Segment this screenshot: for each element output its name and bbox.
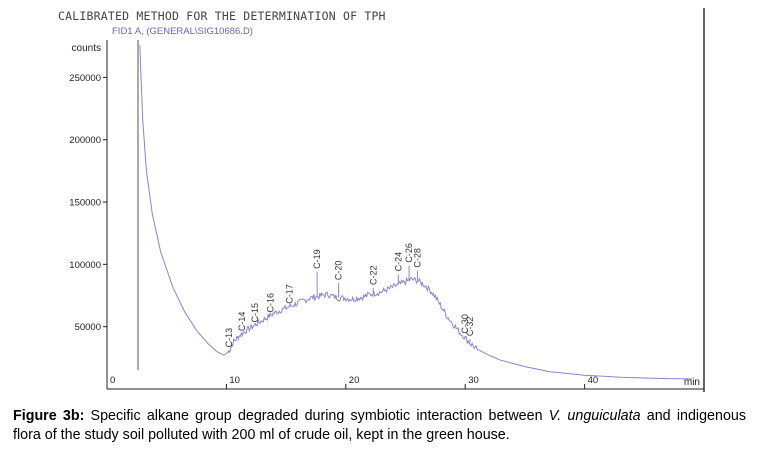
caption-label: Figure 3b:: [13, 408, 85, 424]
y-axis-label: counts: [72, 43, 101, 54]
peak-label: C-30: [460, 314, 470, 334]
x-axis-ticks: 0 10 20 30 40: [106, 375, 599, 389]
peak-label: C-16: [266, 293, 276, 313]
x-tick-label: 0: [110, 375, 115, 386]
chromatogram-trace: [139, 44, 693, 380]
signal-label: FID1 A, (GENERAL\SIG10686.D): [112, 26, 253, 37]
y-tick-label: 150000: [69, 198, 101, 209]
peak-label: C-20: [334, 261, 344, 281]
series-layer: [139, 44, 693, 380]
peak-label: C-32: [465, 317, 475, 337]
caption-text-1: Specific alkane group degraded during sy…: [84, 408, 549, 424]
y-tick-label: 200000: [69, 135, 101, 146]
y-tick-label: 50000: [75, 322, 101, 333]
peak-label: C-15: [250, 303, 260, 323]
x-tick-label: 30: [468, 375, 479, 386]
peak-label: C-24: [393, 252, 403, 272]
y-axis-ticks: 50000 100000 150000 200000 250000: [69, 73, 107, 333]
x-tick-label: 20: [349, 375, 360, 386]
peak-label: C-22: [368, 266, 378, 286]
caption-species: V. unguiculata: [548, 408, 641, 424]
peak-labels: C-13C-14 C-15 C-16 C-17 C-19 C-20 C-22 C-24 C-26…: [224, 243, 475, 352]
x-tick-label: 10: [229, 375, 240, 386]
y-tick-label: 250000: [69, 73, 101, 84]
peak-label: C-19: [312, 249, 322, 269]
figure-caption: Figure 3b: Specific alkane group degrade…: [13, 407, 746, 445]
peak-label: C-17: [285, 284, 295, 304]
chromatogram-chart: FID1 A, (GENERAL\SIG10686.D) counts min …: [69, 8, 705, 392]
y-tick-label: 100000: [69, 260, 101, 271]
caption-text-2: and indigenous flora of the study soil p…: [13, 408, 746, 443]
peak-label: C-14: [237, 312, 247, 332]
x-axis-label: min: [684, 377, 700, 388]
x-tick-label: 40: [588, 375, 599, 386]
peak-label: C-28: [412, 248, 422, 268]
peak-label: C-13: [224, 328, 234, 348]
peak-label: C-26: [404, 243, 414, 263]
method-title: CALIBRATED METHOD FOR THE DETERMINATION …: [58, 9, 386, 23]
